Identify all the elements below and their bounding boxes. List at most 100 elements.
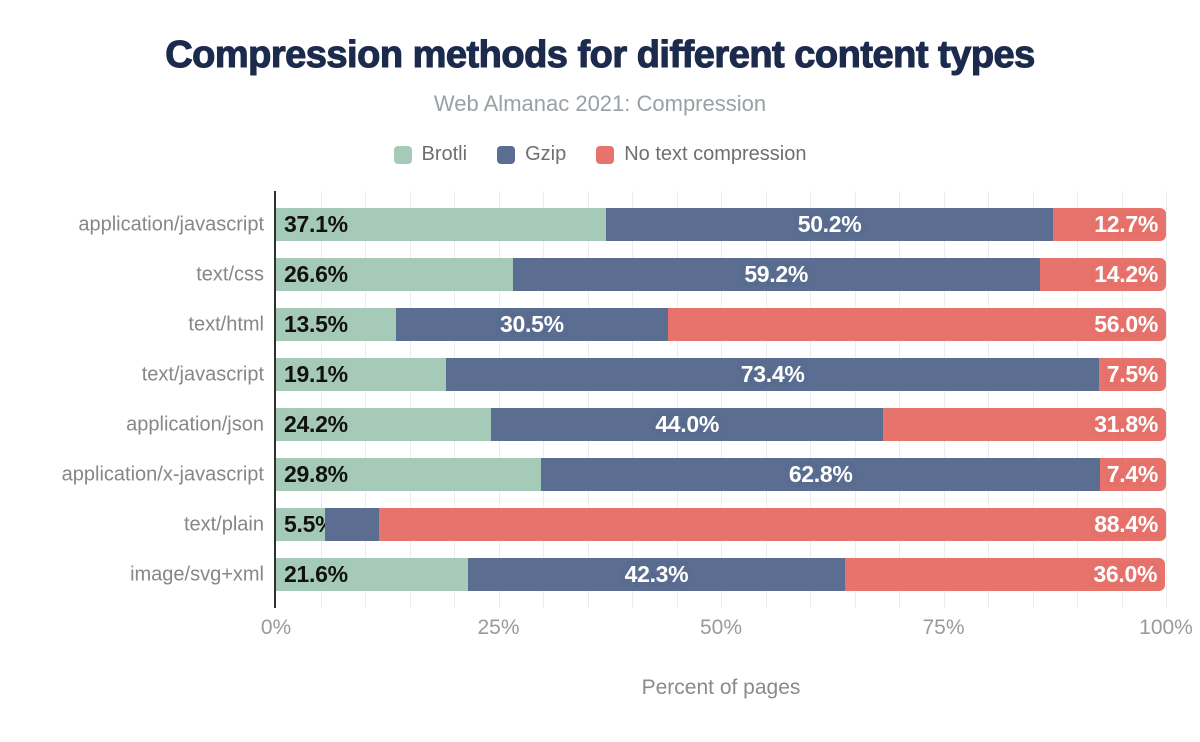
bar-segment-gzip: 50.2% bbox=[606, 208, 1053, 241]
x-tick-label: 100% bbox=[1139, 616, 1193, 639]
gridline bbox=[1166, 191, 1167, 608]
stacked-bar: 5.5% 88.4% bbox=[276, 508, 1166, 541]
gridline bbox=[632, 191, 633, 608]
value-label: 29.8% bbox=[284, 461, 348, 487]
stacked-bar: 13.5% 30.5% 56.0% bbox=[276, 308, 1166, 341]
value-label: 19.1% bbox=[284, 361, 348, 387]
value-label: 36.0% bbox=[1093, 561, 1158, 587]
bar-segment-no-text-compression: 7.5% bbox=[1099, 358, 1166, 391]
bar-segment-no-text-compression: 7.4% bbox=[1100, 458, 1166, 491]
bar-segment-no-text-compression: 14.2% bbox=[1039, 258, 1166, 291]
bar-segment-no-text-compression: 36.0% bbox=[844, 558, 1166, 591]
legend-label: Gzip bbox=[525, 143, 567, 165]
chart-title: Compression methods for different conten… bbox=[165, 33, 1036, 76]
category-label: application/javascript bbox=[78, 213, 264, 235]
table-row: application/javascript 37.1% 50.2% 12.7% bbox=[0, 208, 1200, 241]
value-label: 73.4% bbox=[740, 361, 805, 387]
stacked-bar: 29.8% 62.8% 7.4% bbox=[276, 458, 1166, 491]
bar-segment-gzip: 73.4% bbox=[445, 358, 1100, 391]
gridline bbox=[988, 191, 989, 608]
chart-subtitle: Web Almanac 2021: Compression bbox=[433, 91, 767, 116]
table-row: text/javascript 19.1% 73.4% 7.5% bbox=[0, 358, 1200, 391]
plot-area bbox=[274, 191, 1167, 608]
value-label: 44.0% bbox=[655, 411, 720, 437]
gzip-swatch-icon bbox=[497, 145, 516, 164]
gridline bbox=[320, 191, 322, 608]
bar-segment-brotli: 29.8% bbox=[276, 458, 542, 491]
gridline bbox=[454, 191, 455, 608]
table-row: application/x-javascript 29.8% 62.8% 7.4% bbox=[0, 458, 1200, 491]
bar-segment-gzip: 42.3% bbox=[468, 558, 845, 591]
bar-segment-no-text-compression: 12.7% bbox=[1052, 208, 1166, 241]
x-tick-label: 25% bbox=[477, 616, 520, 639]
gridline bbox=[676, 191, 678, 608]
gridline bbox=[1032, 191, 1034, 608]
gridline bbox=[543, 191, 544, 608]
value-label: 62.8% bbox=[788, 461, 853, 487]
gridline bbox=[810, 191, 811, 608]
brotli-swatch-icon bbox=[393, 145, 412, 164]
gridline bbox=[587, 191, 589, 608]
legend-label: Brotli bbox=[421, 143, 468, 165]
y-axis-line bbox=[274, 191, 276, 608]
value-label: 59.2% bbox=[744, 261, 809, 287]
bar-segment-no-text-compression: 56.0% bbox=[667, 308, 1166, 341]
bar-segment-brotli: 21.6% bbox=[276, 558, 469, 591]
x-tick-label: 0% bbox=[260, 616, 292, 639]
bar-segment-gzip: 59.2% bbox=[512, 258, 1040, 291]
bar-segment-brotli: 26.6% bbox=[276, 258, 513, 291]
value-label: 13.5% bbox=[284, 311, 348, 337]
table-row: text/plain 5.5% 88.4% bbox=[0, 508, 1200, 541]
stacked-bar: 26.6% 59.2% 14.2% bbox=[276, 258, 1166, 291]
bar-segment-no-text-compression: 88.4% bbox=[379, 508, 1166, 541]
table-row: image/svg+xml 21.6% 42.3% 36.0% bbox=[0, 558, 1200, 591]
stacked-bar: 19.1% 73.4% 7.5% bbox=[276, 358, 1166, 391]
value-label: 30.5% bbox=[500, 311, 564, 337]
gridline bbox=[765, 191, 767, 608]
no-compression-swatch-icon bbox=[596, 145, 615, 164]
gridline bbox=[409, 191, 411, 608]
gridline bbox=[1121, 191, 1123, 608]
value-label: 7.5% bbox=[1106, 361, 1159, 387]
bar-segment-brotli: 5.5% bbox=[276, 508, 336, 541]
legend-label: No text compression bbox=[624, 143, 807, 165]
category-label: text/plain bbox=[183, 513, 264, 535]
gridline bbox=[498, 191, 500, 608]
category-label: application/json bbox=[126, 413, 264, 435]
value-label: 37.1% bbox=[284, 211, 348, 237]
category-label: image/svg+xml bbox=[130, 563, 264, 585]
stacked-bar: 37.1% 50.2% 12.7% bbox=[276, 208, 1166, 241]
stacked-bar: 21.6% 42.3% 36.0% bbox=[276, 558, 1166, 591]
category-label: text/javascript bbox=[141, 363, 264, 385]
value-label: 14.2% bbox=[1094, 261, 1158, 287]
bar-segment-brotli: 37.1% bbox=[276, 208, 607, 241]
value-label: 24.2% bbox=[284, 411, 348, 437]
gridline bbox=[1077, 191, 1078, 608]
value-label: 31.8% bbox=[1094, 411, 1158, 437]
value-label: 56.0% bbox=[1094, 311, 1158, 337]
category-label: text/html bbox=[188, 313, 264, 335]
bar-segment-brotli: 19.1% bbox=[276, 358, 446, 391]
value-label: 21.6% bbox=[284, 561, 348, 587]
value-label: 12.7% bbox=[1094, 211, 1158, 237]
category-label: text/css bbox=[196, 263, 264, 285]
legend-item-gzip: Gzip bbox=[497, 143, 566, 166]
x-tick-label: 50% bbox=[699, 616, 743, 639]
value-label: 42.3% bbox=[624, 561, 689, 587]
x-axis-title: Percent of pages bbox=[641, 676, 801, 699]
table-row: text/html 13.5% 30.5% 56.0% bbox=[0, 308, 1200, 341]
legend: Brotli Gzip No text compression bbox=[0, 143, 1200, 166]
value-label: 26.6% bbox=[284, 261, 348, 287]
value-label: 50.2% bbox=[797, 211, 862, 237]
category-label: application/x-javascript bbox=[61, 463, 264, 485]
gridline bbox=[943, 191, 945, 608]
gridline bbox=[365, 191, 366, 608]
bar-segment-brotli: 24.2% bbox=[276, 408, 492, 441]
bar-segment-gzip bbox=[324, 508, 380, 541]
gridline bbox=[854, 191, 856, 608]
table-row: text/css 26.6% 59.2% 14.2% bbox=[0, 258, 1200, 291]
bar-segment-brotli: 13.5% bbox=[276, 308, 397, 341]
bar-segment-gzip: 44.0% bbox=[491, 408, 883, 441]
gridline bbox=[899, 191, 900, 608]
